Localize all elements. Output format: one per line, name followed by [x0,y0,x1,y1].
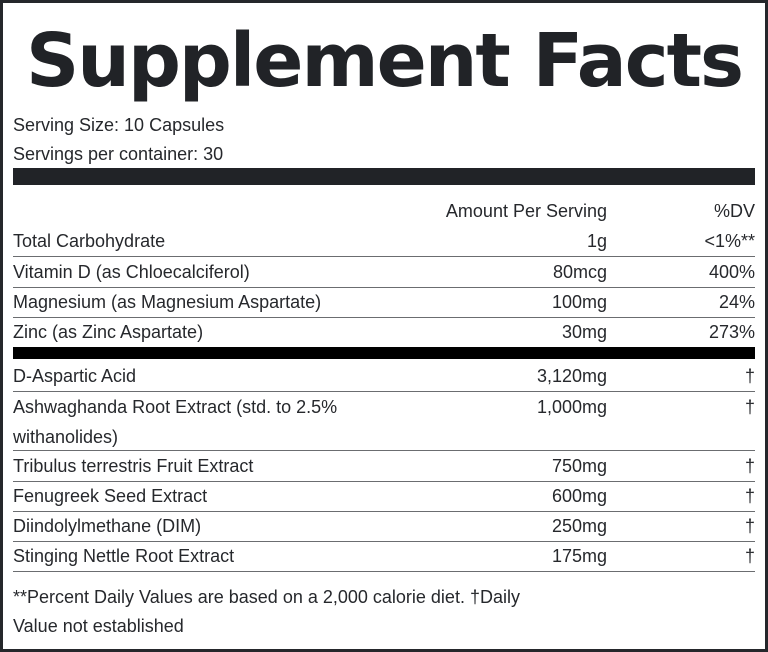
ingredient-name-continued: withanolides) [13,427,119,447]
ingredient-row: Ashwaghanda Root Extract (std. to 2.5% w… [13,392,755,451]
nutrient-row: Total Carbohydrate 1g <1%** [13,226,755,257]
ingredient-name: Stinging Nettle Root Extract [13,546,235,566]
nutrient-name: Vitamin D (as Chloecalciferol) [13,262,250,282]
nutrient-row: Zinc (as Zinc Aspartate) 30mg 273% [13,317,755,347]
ingredient-name: Ashwaghanda Root Extract (std. to 2.5% [13,397,338,417]
nutrient-dv: <1%** [704,231,755,251]
ingredient-row: D-Aspartic Acid 3,120mg † [13,361,755,392]
nutrient-row: Magnesium (as Magnesium Aspartate) 100mg… [13,287,755,318]
ingredient-dv: † [744,546,755,566]
footnote-line-2: Value not established [13,616,184,636]
amount-header: Amount Per Serving [445,201,607,221]
nutrient-dv: 400% [708,262,755,282]
ingredient-dv: † [744,516,755,536]
footnote-line-1: **Percent Daily Values are based on a 2,… [13,587,520,607]
nutrient-amount: 100mg [551,292,607,312]
ingredient-dv: † [744,397,755,417]
nutrient-name: Zinc (as Zinc Aspartate) [13,322,204,342]
nutrient-name: Total Carbohydrate [13,231,166,251]
ingredient-dv: † [744,456,755,476]
ingredient-amount: 1,000mg [536,397,607,417]
nutrient-amount: 80mcg [552,262,607,282]
servings-per-container: Servings per container: 30 [13,144,224,164]
ingredient-amount: 3,120mg [536,366,607,386]
thick-divider [13,168,755,185]
nutrient-dv: 24% [718,292,755,312]
ingredient-row: Fenugreek Seed Extract 600mg † [13,481,755,512]
ingredient-amount: 600mg [551,486,607,506]
serving-size: Serving Size: 10 Capsules [13,115,225,135]
ingredient-amount: 175mg [551,546,607,566]
ingredient-amount: 250mg [551,516,607,536]
ingredient-name: Tribulus terrestris Fruit Extract [13,456,254,476]
nutrient-amount: 1g [586,231,607,251]
ingredient-dv: † [744,366,755,386]
nutrient-amount: 30mg [561,322,607,342]
thick-divider [13,347,755,359]
nutrient-name: Magnesium (as Magnesium Aspartate) [13,292,322,312]
ingredient-row: Stinging Nettle Root Extract 175mg † [13,541,755,572]
ingredient-amount: 750mg [551,456,607,476]
ingredient-row: Tribulus terrestris Fruit Extract 750mg … [13,451,755,482]
ingredient-name: Diindolylmethane (DIM) [13,516,202,536]
ingredient-name: D-Aspartic Acid [13,366,137,386]
panel-title: Supplement Facts [25,18,744,104]
nutrient-row: Vitamin D (as Chloecalciferol) 80mcg 400… [13,257,755,288]
ingredient-name: Fenugreek Seed Extract [13,486,208,506]
nutrient-dv: 273% [708,322,755,342]
dv-header: %DV [713,201,755,221]
ingredient-dv: † [744,486,755,506]
column-header-row: Amount Per Serving %DV [13,196,755,226]
ingredient-row: Diindolylmethane (DIM) 250mg † [13,511,755,542]
